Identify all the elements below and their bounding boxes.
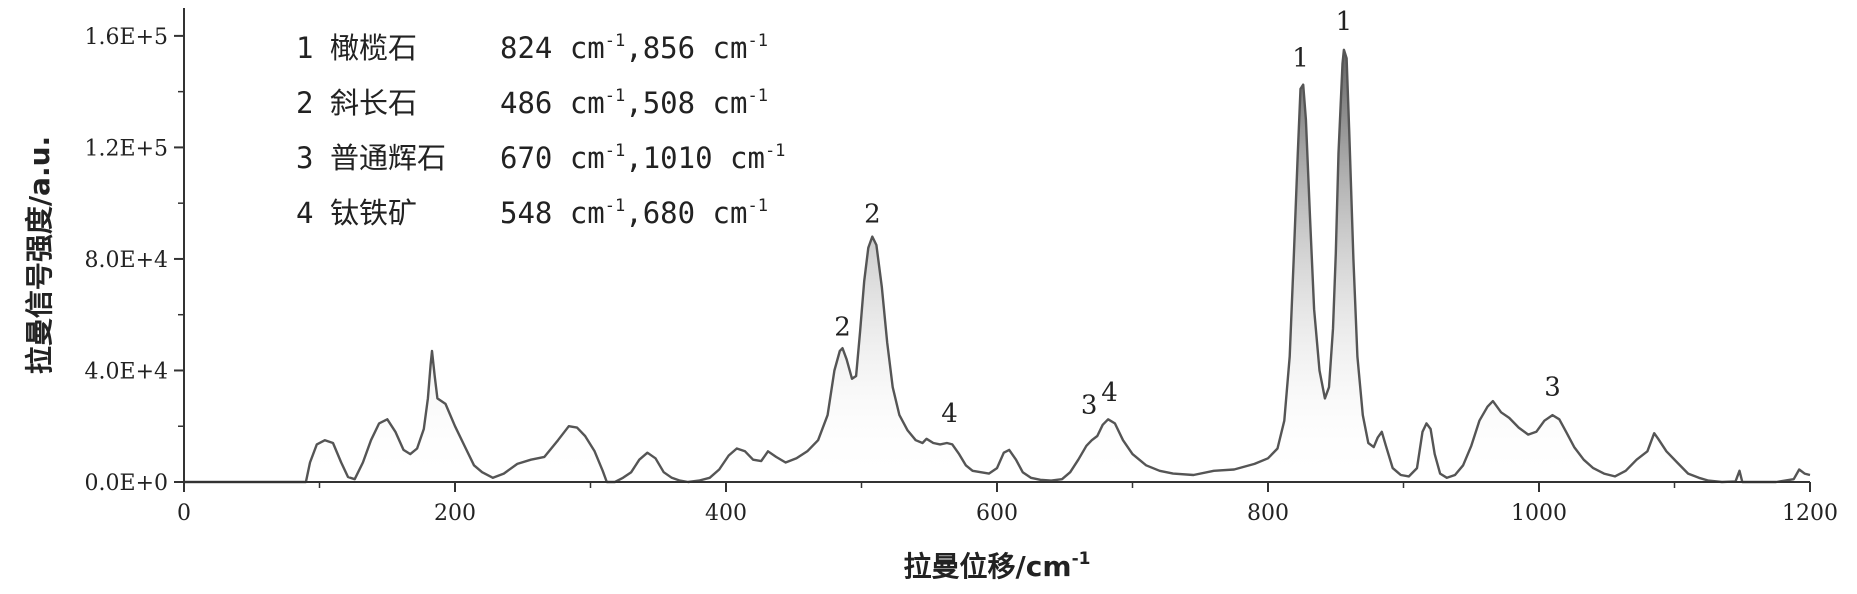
peak-label: 4 bbox=[1101, 378, 1118, 408]
y-tick-label: 8.0E+4 bbox=[85, 248, 168, 273]
spectrum-area bbox=[184, 49, 1810, 483]
y-tick-label: 0.0E+0 bbox=[85, 471, 168, 496]
legend-entry: 3 普通辉石 670 cm-1,1010 cm-1 bbox=[296, 141, 785, 175]
x-tick-label: 600 bbox=[976, 501, 1018, 526]
x-tick-label: 400 bbox=[705, 501, 747, 526]
peak-label: 4 bbox=[941, 399, 958, 429]
peak-label: 2 bbox=[834, 313, 851, 343]
legend: 1 橄榄石 824 cm-1,856 cm-1 2 斜长石 486 cm-1,508 cm… bbox=[296, 31, 785, 230]
peak-label: 3 bbox=[1544, 373, 1561, 403]
y-tick-label: 1.6E+5 bbox=[85, 25, 168, 50]
legend-entry: 4 钛铁矿 548 cm-1,680 cm-1 bbox=[296, 196, 768, 230]
x-tick-label: 200 bbox=[434, 501, 476, 526]
x-tick-label: 1000 bbox=[1511, 501, 1567, 526]
x-tick-label: 800 bbox=[1247, 501, 1289, 526]
legend-entry: 2 斜长石 486 cm-1,508 cm-1 bbox=[296, 86, 768, 120]
peak-label: 1 bbox=[1292, 43, 1309, 73]
spectrum-line bbox=[184, 48, 1811, 484]
x-axis-title: 拉曼位移/cm-1 bbox=[904, 549, 1091, 583]
y-axis-title: 拉曼信号强度/a.u. bbox=[23, 136, 56, 374]
legend-entry: 1 橄榄石 824 cm-1,856 cm-1 bbox=[296, 31, 768, 65]
peak-label: 2 bbox=[864, 200, 881, 230]
y-tick-label: 4.0E+4 bbox=[85, 359, 168, 384]
peak-label: 3 bbox=[1081, 391, 1098, 421]
y-axis-ticks: 0.0E+0 4.0E+4 8.0E+4 1.2E+5 1.6E+5 bbox=[85, 25, 184, 496]
x-axis-ticks: 0 200 400 600 800 1000 1200 bbox=[177, 482, 1838, 526]
x-tick-label: 0 bbox=[177, 501, 191, 526]
x-tick-label: 1200 bbox=[1782, 501, 1838, 526]
y-tick-label: 1.2E+5 bbox=[85, 136, 168, 161]
peak-shading bbox=[184, 49, 1810, 483]
peak-label: 1 bbox=[1336, 7, 1353, 37]
